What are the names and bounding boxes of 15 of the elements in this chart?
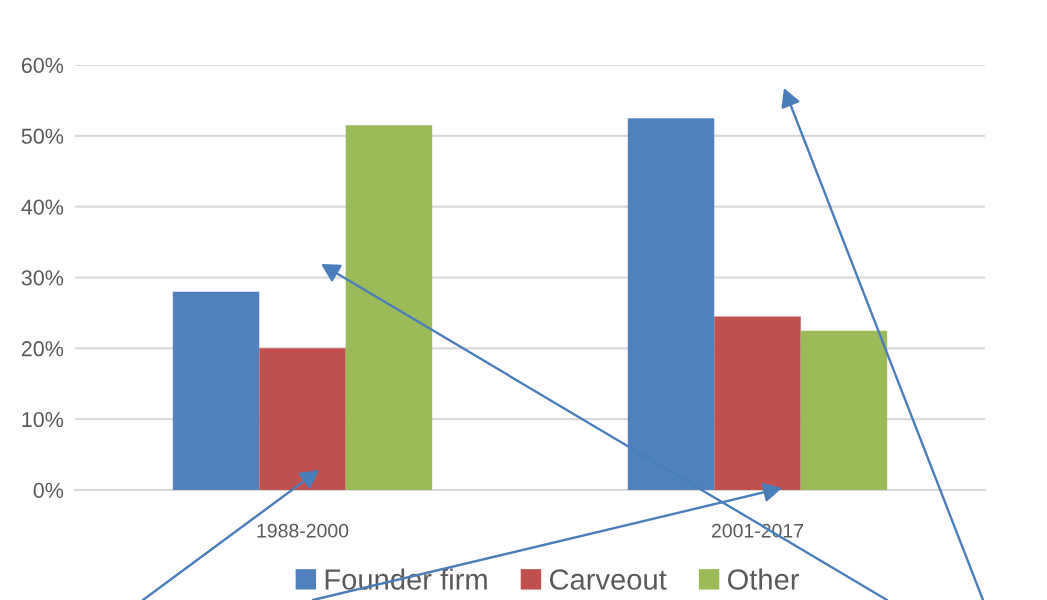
bar: [800, 330, 888, 490]
bar: [714, 316, 801, 490]
bar: [172, 291, 260, 490]
y-tick-label: 0%: [33, 482, 64, 499]
legend-label: Other: [727, 568, 800, 590]
y-tick-label: 10%: [22, 411, 64, 428]
y-tick-label: 50%: [21, 128, 64, 144]
bar: [259, 348, 346, 490]
x-tick-label: 1988-2000: [257, 523, 349, 538]
bar: [345, 125, 433, 490]
y-tick-label: 40%: [21, 199, 64, 215]
y-tick-label: 60%: [21, 57, 64, 74]
y-tick-label: 20%: [21, 341, 64, 357]
legend-label: Carveout: [549, 569, 667, 590]
y-tick-label: 30%: [21, 270, 64, 286]
